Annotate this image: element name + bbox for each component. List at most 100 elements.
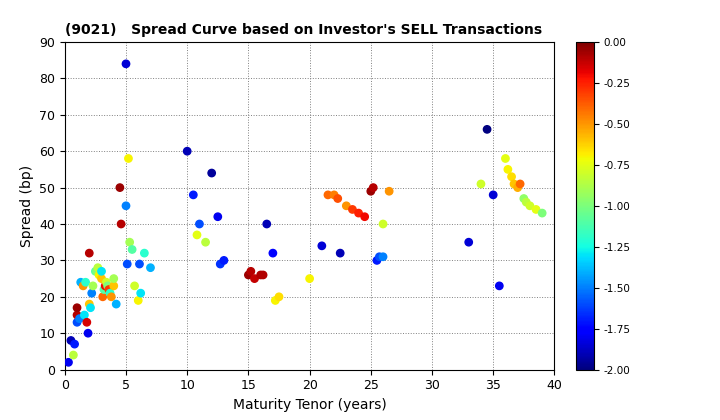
Point <box>374 253 385 260</box>
Point <box>524 202 536 209</box>
Point <box>332 195 343 202</box>
Point <box>89 268 101 275</box>
Point <box>73 315 85 322</box>
Point <box>71 312 83 318</box>
Point <box>120 202 132 209</box>
Point <box>129 283 140 289</box>
Point <box>365 188 377 194</box>
Point <box>257 272 269 278</box>
Point <box>341 202 352 209</box>
Y-axis label: Spread (bp): Spread (bp) <box>19 165 34 247</box>
Point <box>85 304 96 311</box>
Point <box>521 199 532 205</box>
Point <box>508 181 520 187</box>
Point <box>475 181 487 187</box>
Point <box>71 319 83 326</box>
Point <box>139 250 150 257</box>
Point <box>512 184 523 191</box>
Point <box>494 283 505 289</box>
Point <box>115 220 127 227</box>
Point <box>334 250 346 257</box>
Point <box>96 268 107 275</box>
Point <box>505 173 517 180</box>
Point <box>215 261 226 268</box>
Point <box>134 261 145 268</box>
Point <box>359 213 371 220</box>
Point <box>323 192 334 198</box>
Point <box>87 283 99 289</box>
Point <box>518 195 529 202</box>
Point <box>98 286 109 293</box>
Point <box>181 148 193 155</box>
Point <box>463 239 474 246</box>
Point <box>347 206 359 213</box>
Point <box>245 268 256 275</box>
Point <box>367 184 379 191</box>
Point <box>86 290 97 297</box>
Point <box>65 337 77 344</box>
Point <box>274 294 285 300</box>
Point <box>92 264 104 271</box>
Point <box>80 279 91 286</box>
Point <box>377 220 389 227</box>
Point <box>124 239 135 246</box>
Point <box>530 206 541 213</box>
Point <box>212 213 224 220</box>
Point <box>106 294 117 300</box>
Point <box>110 301 122 307</box>
Point <box>91 268 102 275</box>
Point <box>145 264 156 271</box>
Point <box>108 283 120 289</box>
Point <box>353 210 364 216</box>
Point <box>502 166 513 173</box>
Point <box>206 170 217 176</box>
Point <box>103 286 114 293</box>
Point <box>120 60 132 67</box>
Point <box>194 220 205 227</box>
Point <box>536 210 548 216</box>
Text: (9021)   Spread Curve based on Investor's SELL Transactions: (9021) Spread Curve based on Investor's … <box>65 23 542 37</box>
Point <box>99 283 111 289</box>
Point <box>75 279 86 286</box>
Point <box>101 279 112 286</box>
Point <box>500 155 511 162</box>
Point <box>114 184 126 191</box>
Point <box>487 192 499 198</box>
Point <box>200 239 212 246</box>
Point <box>316 242 328 249</box>
Point <box>84 250 95 257</box>
Point <box>372 257 383 264</box>
Point <box>94 272 105 278</box>
Point <box>249 275 261 282</box>
Point <box>132 297 144 304</box>
Point <box>81 319 93 326</box>
Point <box>78 312 90 318</box>
Point <box>192 231 203 238</box>
Point <box>269 297 281 304</box>
Point <box>127 246 138 253</box>
Point <box>261 220 272 227</box>
Point <box>514 181 526 187</box>
X-axis label: Maturity Tenor (years): Maturity Tenor (years) <box>233 398 387 412</box>
Point <box>122 155 134 162</box>
Point <box>304 275 315 282</box>
Point <box>218 257 230 264</box>
Point <box>97 294 109 300</box>
Point <box>384 188 395 194</box>
Point <box>78 283 89 289</box>
Point <box>108 275 120 282</box>
Point <box>122 261 133 268</box>
Point <box>328 192 340 198</box>
Point <box>84 301 95 307</box>
Point <box>482 126 493 133</box>
Point <box>69 341 81 347</box>
Point <box>104 290 116 297</box>
Point <box>187 192 199 198</box>
Point <box>71 304 83 311</box>
Point <box>82 330 94 336</box>
Point <box>102 283 114 289</box>
Point <box>96 275 107 282</box>
Point <box>255 272 266 278</box>
Point <box>63 359 74 366</box>
Point <box>267 250 279 257</box>
